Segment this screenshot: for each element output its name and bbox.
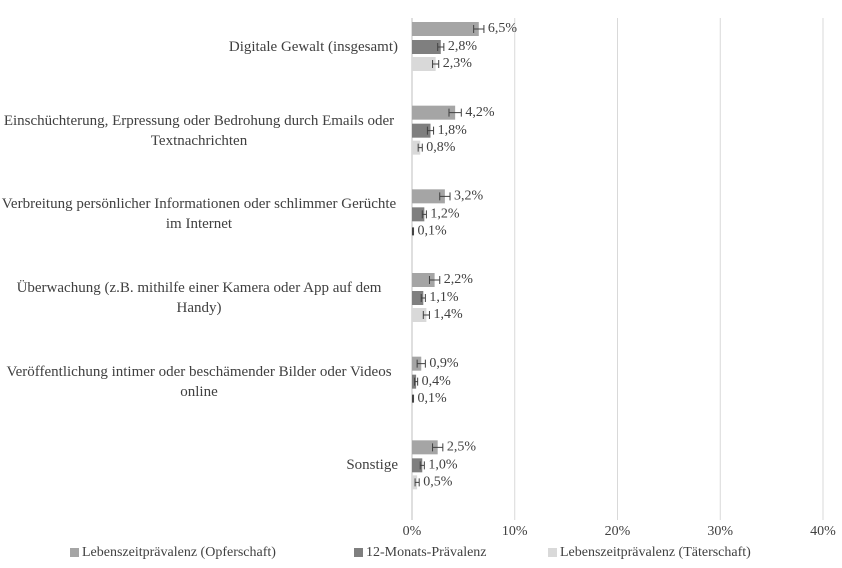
error-bar xyxy=(412,227,415,236)
bar xyxy=(412,273,435,287)
x-tick-label: 0% xyxy=(403,524,422,539)
x-tick-label: 30% xyxy=(707,524,733,539)
value-label: 2,5% xyxy=(447,440,477,455)
error-bar xyxy=(428,276,441,284)
legend-label: Lebenszeitprävalenz (Täterschaft) xyxy=(560,545,751,560)
category-text: Einschüchterung, Erpressung oder Bedrohu… xyxy=(3,112,395,149)
value-label: 0,1% xyxy=(418,224,448,239)
bar xyxy=(412,123,431,138)
category-label: Einschüchterung, Erpressung oder Bedrohu… xyxy=(0,111,398,151)
error-bar xyxy=(420,294,426,302)
value-label: 2,3% xyxy=(443,56,473,71)
category-label: Digitale Gewalt (insgesamt) xyxy=(229,37,398,57)
value-label: 1,8% xyxy=(438,123,468,138)
category-label: Überwachung (z.B. mithilfe einer Kamera … xyxy=(0,278,398,318)
error-bar xyxy=(421,210,427,219)
category-text: Überwachung (z.B. mithilfe einer Kamera … xyxy=(16,280,382,316)
bar xyxy=(412,475,418,490)
bar xyxy=(412,440,438,455)
category-text: Veröffentlichung intimer oder beschämend… xyxy=(6,363,392,400)
category-label: Verbreitung persönlicher Informationen o… xyxy=(0,194,398,234)
error-bar xyxy=(432,443,444,452)
error-bar xyxy=(426,126,435,135)
value-label: 0,8% xyxy=(426,140,456,155)
x-tick-label: 10% xyxy=(502,524,528,539)
error-bar xyxy=(414,377,419,386)
bar xyxy=(412,105,456,120)
bar xyxy=(412,22,479,36)
error-bar xyxy=(439,192,451,201)
legend-label: 12-Monats-Prävalenz xyxy=(366,545,487,560)
bar xyxy=(412,356,422,371)
error-bar xyxy=(412,394,415,403)
error-bar xyxy=(432,60,440,68)
value-label: 3,2% xyxy=(454,189,484,204)
error-bar xyxy=(422,311,430,319)
x-tick-label: 20% xyxy=(605,524,631,539)
error-bar xyxy=(417,143,423,152)
value-label: 6,5% xyxy=(488,21,518,36)
legend-swatch xyxy=(354,548,363,557)
bar xyxy=(412,207,425,222)
bar xyxy=(412,140,421,155)
category-label: Veröffentlichung intimer oder beschämend… xyxy=(0,362,398,402)
bar xyxy=(412,291,424,305)
value-label: 2,8% xyxy=(448,39,478,54)
category-label: Sonstige xyxy=(346,455,398,475)
bar xyxy=(412,458,423,473)
value-label: 1,2% xyxy=(430,207,460,222)
value-label: 0,9% xyxy=(429,356,459,371)
error-bar xyxy=(473,25,485,33)
bar xyxy=(412,189,445,204)
value-label: 2,2% xyxy=(444,272,474,287)
category-text: Verbreitung persönlicher Informationen o… xyxy=(1,196,397,233)
value-label: 1,4% xyxy=(433,307,463,322)
value-label: 0,1% xyxy=(418,391,448,406)
value-label: 0,5% xyxy=(423,475,453,490)
value-label: 0,4% xyxy=(422,374,452,389)
x-tick-label: 40% xyxy=(810,524,836,539)
value-label: 4,2% xyxy=(465,105,495,120)
legend-swatch xyxy=(548,548,557,557)
error-bar xyxy=(416,359,426,368)
bar xyxy=(412,374,417,389)
error-bar xyxy=(419,461,425,470)
error-bar xyxy=(437,43,445,51)
category-text: Sonstige xyxy=(346,457,398,474)
error-bar xyxy=(448,108,462,117)
bar xyxy=(412,57,436,71)
value-label: 1,0% xyxy=(428,458,458,473)
value-label: 1,1% xyxy=(429,290,459,305)
category-text: Digitale Gewalt (insgesamt) xyxy=(228,39,398,55)
legend-label: Lebenszeitprävalenz (Opferschaft) xyxy=(82,545,276,560)
legend-swatch xyxy=(70,548,79,557)
bar xyxy=(412,308,427,322)
error-bar xyxy=(414,478,420,487)
bar xyxy=(412,40,441,54)
